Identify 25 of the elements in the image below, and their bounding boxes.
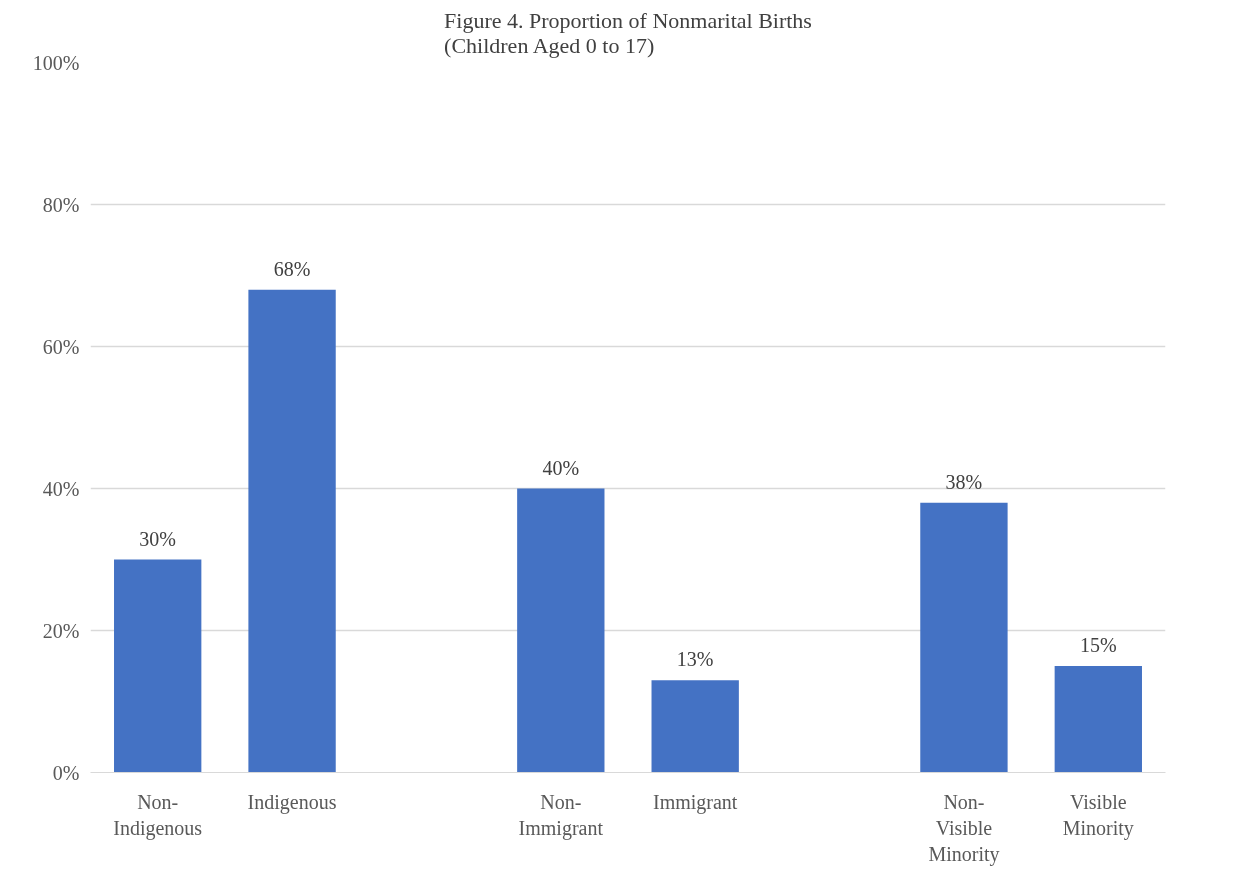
- x-tick-label: Non- Indigenous: [113, 790, 203, 840]
- x-tick-label: Visible Minority: [1062, 790, 1134, 840]
- bar: [1054, 666, 1142, 773]
- data-label: 30%: [139, 527, 177, 550]
- chart-title: Figure 4. Proportion of Nonmarital Births (Children Aged 0 to 17): [444, 7, 812, 58]
- bar: [920, 502, 1008, 773]
- x-tick-label: Immigrant: [652, 790, 738, 814]
- bar: [517, 488, 605, 773]
- bar: [651, 680, 739, 773]
- data-label: 15%: [1079, 634, 1117, 656]
- y-tick-label: 20%: [42, 619, 80, 642]
- bar: [248, 289, 336, 773]
- y-tick-label: 0%: [52, 761, 80, 784]
- y-tick-label: 60%: [42, 335, 80, 358]
- data-label: 38%: [945, 470, 983, 493]
- x-tick-label: Non- Visible Minority: [928, 790, 1000, 867]
- data-label: 13%: [676, 648, 714, 671]
- data-label: 40%: [542, 456, 580, 479]
- x-tick-label: Non- Immigrant: [518, 790, 604, 840]
- y-tick-label: 40%: [42, 477, 80, 500]
- x-tick-label: Indigenous: [247, 790, 337, 814]
- data-label: 68%: [273, 257, 311, 280]
- bar: [114, 559, 202, 773]
- y-tick-label: 100%: [32, 51, 80, 74]
- y-tick-label: 80%: [42, 193, 80, 216]
